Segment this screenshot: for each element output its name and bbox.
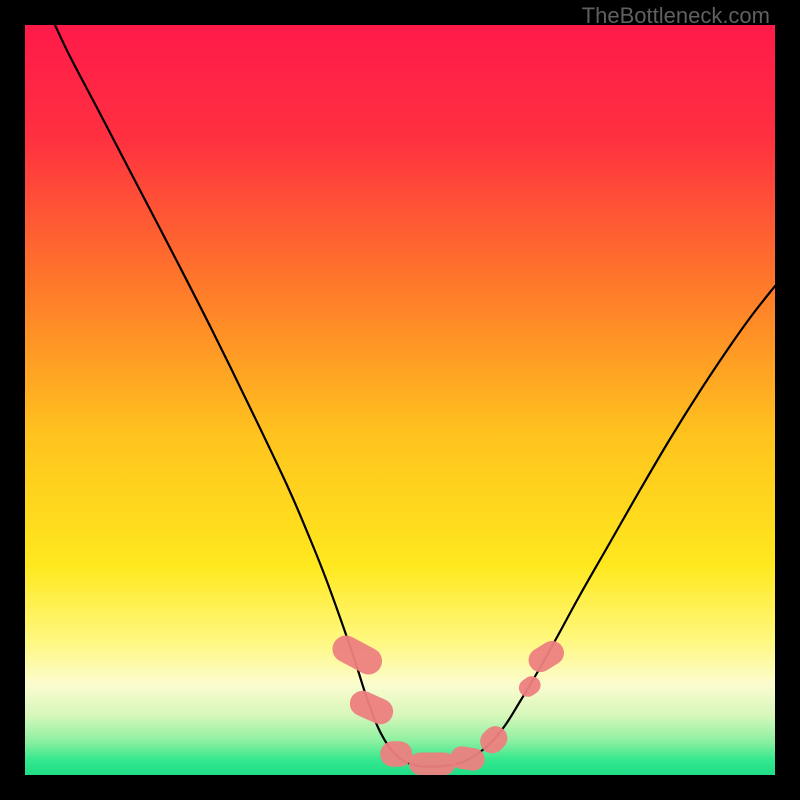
gradient-background bbox=[25, 25, 775, 775]
plot-area bbox=[25, 25, 775, 775]
watermark-label: TheBottleneck.com bbox=[582, 3, 770, 29]
trough-marker-2 bbox=[380, 741, 412, 767]
trough-marker-3 bbox=[409, 753, 456, 776]
chart-svg bbox=[25, 25, 775, 775]
